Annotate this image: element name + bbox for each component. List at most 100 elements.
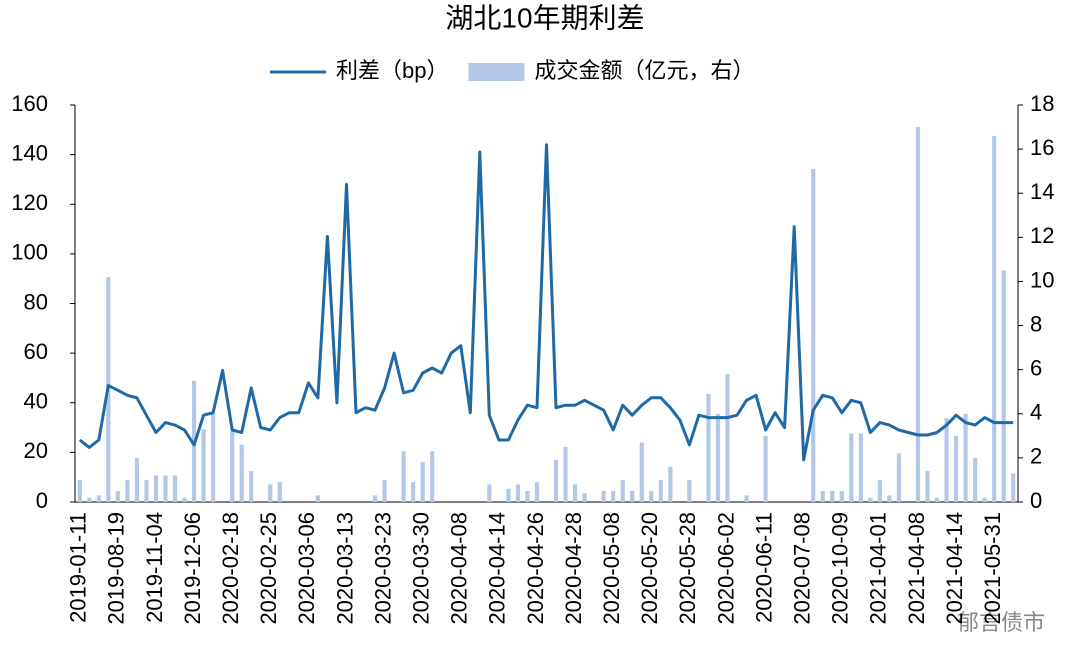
x-tick-label: 2019-12-06 [180,512,205,625]
x-tick-label: 2020-04-14 [485,512,510,625]
bar [763,435,768,502]
bar [277,482,282,502]
bar [172,475,178,502]
y2-tick-label: 0 [1030,488,1042,513]
bar [820,490,825,502]
bar [487,484,492,502]
bar [553,460,559,502]
y2-tick-label: 4 [1030,400,1042,425]
y-tick-label: 0 [36,488,48,513]
x-tick-label: 2020-04-28 [561,512,586,625]
x-tick-label: 2021-04-08 [904,512,929,625]
x-tick-label: 2020-03-23 [370,512,395,625]
bar [725,374,730,502]
bar [315,495,320,502]
bar [401,451,406,502]
y-tick-label: 100 [11,240,48,265]
x-tick-label: 2019-01-11 [66,512,91,623]
bar [430,451,435,502]
bar [839,490,844,502]
bar [230,431,235,502]
bar [382,479,387,502]
bar [249,471,254,502]
y2-tick-label: 10 [1030,267,1054,292]
bar [858,433,863,502]
bar [77,479,82,502]
bar [849,433,854,502]
bar [144,479,149,502]
bar [563,446,568,502]
bar [649,490,654,502]
legend-swatch [468,63,525,81]
x-tick-label: 2020-06-02 [713,512,738,625]
bar [182,497,187,502]
bar [934,497,940,502]
legend-label: 成交金额（亿元，右） [534,58,754,83]
bar [868,497,873,502]
bar [96,495,101,502]
bar [153,475,159,502]
x-tick-label: 2020-04-08 [447,512,472,625]
bar [953,435,959,502]
bar [973,457,978,502]
bar [125,479,130,502]
x-tick-label: 2021-05-31 [980,512,1005,625]
bar [163,475,168,502]
x-tick-label: 2020-02-25 [256,512,281,625]
bar [134,457,140,502]
line [78,143,1014,462]
bar [658,479,663,502]
x-tick-label: 2021-04-14 [942,512,967,625]
bar [572,484,578,502]
bar [201,429,206,502]
bar [915,127,921,503]
chart-title: 湖北10年期利差 [445,2,644,33]
x-tick-label: 2019-11-04 [142,512,167,623]
bar [668,466,673,502]
bar [715,413,721,502]
x-tick-label: 2019-08-19 [104,512,129,625]
bar [420,462,425,502]
x-tick-label: 2020-02-18 [218,512,243,625]
bar [687,479,692,502]
bar [506,488,511,502]
y2-tick-label: 12 [1030,223,1054,248]
y-tick-label: 40 [24,389,48,414]
bar [372,495,378,502]
x-tick-label: 2020-03-06 [294,512,319,625]
x-tick-label: 2020-06-11 [751,512,776,623]
bar [830,490,835,502]
bar [87,497,92,502]
bar [982,497,987,502]
x-tick-label: 2020-04-26 [523,512,548,625]
y2-tick-label: 2 [1030,444,1042,469]
bar [992,135,997,502]
y-tick-label: 80 [24,289,48,314]
bar [239,444,244,502]
bar [601,490,606,502]
bar [534,482,540,502]
x-tick-label: 2020-03-30 [408,512,433,625]
x-tick-label: 2020-07-08 [789,512,814,625]
x-tick-label: 2020-05-20 [637,512,662,625]
x-tick-label: 2020-05-28 [675,512,700,625]
y-tick-label: 60 [24,339,48,364]
bar [944,418,949,502]
watermark: 郁言债市 [957,610,1045,635]
bar [268,484,273,502]
y2-tick-label: 18 [1030,91,1054,116]
bar [706,393,711,502]
bar [811,168,816,502]
y-tick-label: 120 [11,190,48,215]
y2-tick-label: 16 [1030,135,1054,160]
legend-label: 利差（bp） [336,58,448,83]
bar [211,413,216,502]
bar [630,490,635,502]
y-tick-label: 160 [11,91,48,116]
bar [639,442,644,502]
y-tick-label: 20 [24,438,48,463]
bar [411,482,416,502]
y-tick-label: 140 [11,140,48,165]
y2-tick-label: 8 [1030,311,1042,336]
